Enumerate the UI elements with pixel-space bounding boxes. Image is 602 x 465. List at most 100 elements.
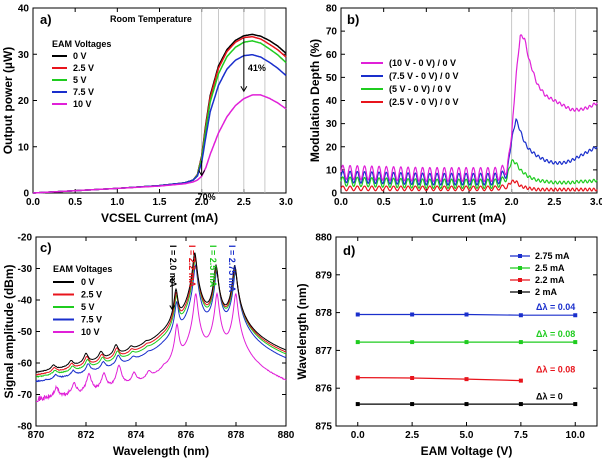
data-point — [518, 340, 523, 345]
panel-a-output-power: 0.0 0.5 1.0 1.5 2.0 2.5 3.0 0 10 20 30 40 VCSEL Curr… — [1, 4, 293, 226]
legend-label: 10 V — [81, 327, 100, 337]
x-tick-label: 0.0 — [26, 197, 40, 208]
spectrum-line — [36, 252, 287, 373]
x-tick-label: 880 — [278, 430, 295, 441]
y-tick-label: 10 — [326, 165, 338, 176]
series-line — [33, 35, 287, 194]
x-axis-label: Wavelength (nm) — [113, 444, 209, 458]
y-axis-label: Modulation Depth (%) — [308, 39, 322, 162]
legend-label: (2.5 V - 0 V) / 0 V — [389, 97, 459, 107]
panel-b-modulation-depth: 0.0 0.5 1.0 1.5 2.0 2.5 3.0 0 10 20 30 40 50 60 70 80 Cu… — [308, 4, 602, 226]
y-tick-label: -70 — [18, 390, 33, 401]
data-point — [464, 402, 469, 407]
y-tick-label: 876 — [315, 384, 332, 395]
legend-label: 2.2 mA — [535, 275, 565, 285]
x-tick-label: 870 — [28, 430, 45, 441]
legend-label: 0 V — [73, 51, 87, 61]
y-tick-label: 877 — [315, 346, 332, 357]
series-line — [33, 33, 287, 194]
x-tick-label: 1.5 — [153, 197, 167, 208]
x-tick-label: 874 — [128, 430, 145, 441]
y-axis-label: Output power (µW) — [1, 47, 15, 155]
series-line — [340, 159, 598, 190]
legend-marker — [518, 278, 522, 282]
y-tick-label: 0 — [331, 189, 337, 200]
delta-lambda-label: Δλ = 0 — [536, 392, 563, 402]
legend-label: 10 V — [73, 99, 92, 109]
delta-lambda-label: Δλ = 0.04 — [536, 302, 575, 312]
data-point — [573, 313, 578, 318]
x-axis-label: Current (mA) — [432, 211, 506, 225]
annotation-41: 41% — [248, 63, 266, 73]
x-axis-label: VCSEL Current (mA) — [101, 211, 218, 225]
x-tick-label: 876 — [178, 430, 195, 441]
current-label: I = 2.75 mA — [227, 245, 237, 293]
y-tick-label: 50 — [326, 73, 338, 84]
legend-label: (7.5 V - 0 V) / 0 V — [389, 71, 459, 81]
x-tick-label: 1.0 — [110, 197, 124, 208]
data-point — [573, 402, 578, 407]
x-tick-label: 0.5 — [68, 197, 82, 208]
y-tick-label: 0 — [23, 189, 29, 200]
x-tick-label: 3.0 — [279, 197, 293, 208]
y-axis-label: Signal amplitude (dBm) — [2, 264, 16, 398]
chart-title: Room Temperature — [110, 14, 192, 24]
y-tick-label: 10 — [18, 142, 30, 153]
legend-marker — [518, 266, 522, 270]
data-point — [464, 377, 469, 382]
y-tick-label: 70 — [326, 27, 338, 38]
x-tick-label: 2.5 — [237, 197, 251, 208]
legend-label: 7.5 V — [81, 315, 102, 325]
panel-label: b) — [347, 12, 359, 27]
spectrum-line — [35, 258, 287, 378]
x-tick-label: 1.5 — [462, 197, 476, 208]
data-point — [410, 312, 415, 317]
delta-lambda-label: Δλ = 0.08 — [536, 364, 575, 374]
data-point — [355, 402, 360, 407]
data-point — [355, 375, 360, 380]
data-point — [410, 402, 415, 407]
annotation-arrowhead — [198, 170, 206, 177]
data-point — [518, 402, 523, 407]
current-label: I = 2.2 mA — [187, 245, 197, 288]
legend-marker — [518, 290, 522, 294]
x-tick-label: 0.0 — [334, 197, 348, 208]
x-tick-label: 10.0 — [566, 430, 586, 441]
legend-label: 5 V — [73, 75, 87, 85]
panel-d-wavelength-vs-voltage: 0.0 2.5 5.0 7.5 10.0 875 876 877 878 879 880 EAM Vo… — [295, 233, 598, 458]
legend-label: 2 mA — [535, 287, 558, 297]
y-tick-label: -50 — [18, 327, 33, 338]
y-tick-label: -30 — [18, 264, 33, 275]
spectrum-line — [35, 291, 287, 403]
y-tick-label: 878 — [315, 308, 332, 319]
y-tick-label: 80 — [326, 4, 338, 15]
data-point — [410, 340, 415, 345]
current-label: I = 2.0 mA — [168, 245, 178, 288]
y-tick-label: 30 — [18, 50, 30, 61]
x-tick-label: 872 — [78, 430, 95, 441]
y-tick-label: 30 — [326, 119, 338, 130]
current-label: I = 2.5 mA — [208, 245, 218, 288]
x-tick-label: 2.5 — [405, 430, 419, 441]
legend-label: (5 V - 0 V) / 0 V — [389, 84, 451, 94]
legend-label: 0 V — [81, 277, 95, 287]
panel-label: d) — [343, 243, 355, 258]
x-axis-label: EAM Voltage (V) — [421, 444, 513, 458]
y-tick-label: 880 — [315, 233, 332, 244]
legend-marker — [518, 254, 522, 258]
series-line — [340, 179, 598, 192]
y-tick-label: 40 — [18, 4, 30, 15]
legend-title: EAM Voltages — [53, 264, 112, 274]
x-tick-label: 7.5 — [514, 430, 528, 441]
y-tick-label: -20 — [18, 233, 33, 244]
y-tick-label: -60 — [18, 359, 33, 370]
x-tick-label: 0.5 — [377, 197, 391, 208]
x-tick-label: 0.0 — [351, 430, 365, 441]
y-axis-label: Wavelength (nm) — [295, 283, 309, 379]
data-point — [410, 375, 415, 380]
x-tick-label: 2.0 — [195, 197, 209, 208]
x-tick-label: 2.0 — [505, 197, 519, 208]
y-tick-label: 40 — [326, 96, 338, 107]
y-tick-label: 20 — [326, 142, 338, 153]
